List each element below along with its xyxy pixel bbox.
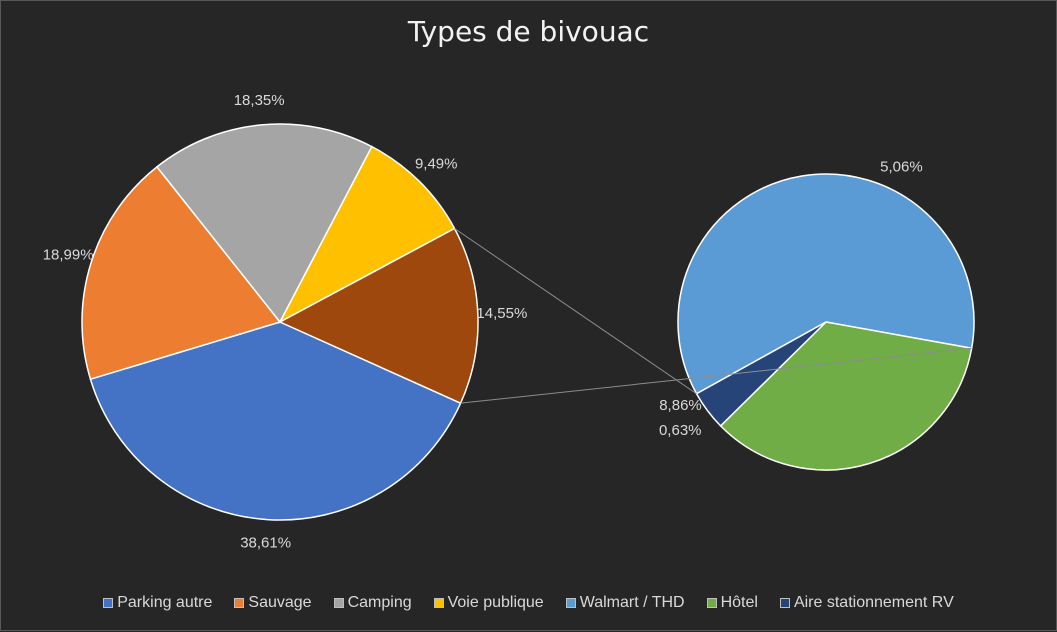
legend-label-walmart-thd: Walmart / THD	[579, 594, 685, 611]
slice-hotel	[719, 321, 973, 471]
slice-parking-autre	[89, 321, 462, 521]
slice-walmart-thd	[677, 173, 975, 395]
data-label-sauvage: 18,99%	[43, 247, 94, 264]
legend-label-sauvage: Sauvage	[248, 594, 312, 611]
legend-item-sauvage: Sauvage	[234, 594, 312, 612]
data-label-voie-publique: 9,49%	[415, 155, 458, 172]
legend-label-parking-autre: Parking autre	[117, 594, 213, 611]
slice-sauvage	[81, 165, 282, 381]
legend-item-hotel: Hôtel	[706, 594, 758, 612]
connector-line-bottom	[454, 228, 697, 395]
connector-line-top	[460, 347, 972, 404]
data-label-aire-stationnement-rv: 0,63%	[659, 422, 702, 439]
legend-swatch-voie-publique	[433, 598, 444, 608]
legend-swatch-parking-autre	[103, 598, 114, 608]
legend-label-hotel: Hôtel	[720, 594, 758, 611]
slice-voie-publique	[278, 145, 456, 324]
legend-swatch-aire-stationnement-rv	[779, 598, 790, 608]
chart-title: Types de bivouac	[407, 15, 650, 48]
slice-camping	[155, 123, 373, 324]
legend-label-camping: Camping	[347, 594, 412, 611]
legend-swatch-walmart-thd	[565, 598, 576, 608]
legend: Parking autre Sauvage Camping Voie publique…	[1, 594, 1056, 612]
legend-item-walmart-thd: Walmart / THD	[565, 594, 685, 612]
data-label-other: 14,55%	[476, 305, 527, 322]
legend-item-aire-stationnement-rv: Aire stationnement RV	[779, 594, 954, 612]
slice-other	[278, 227, 479, 405]
data-label-walmart-thd: 8,86%	[659, 397, 702, 414]
data-label-hotel: 5,06%	[880, 158, 923, 175]
legend-label-voie-publique: Voie publique	[447, 594, 544, 611]
legend-swatch-sauvage	[234, 598, 245, 608]
legend-swatch-camping	[333, 598, 344, 608]
data-label-parking-autre: 38,61%	[240, 535, 291, 552]
slice-aire-stationnement-rv	[695, 321, 827, 427]
data-label-camping: 18,35%	[234, 92, 285, 109]
legend-swatch-hotel	[706, 598, 717, 608]
legend-item-camping: Camping	[333, 594, 412, 612]
legend-label-aire-stationnement-rv: Aire stationnement RV	[793, 594, 954, 611]
legend-item-voie-publique: Voie publique	[433, 594, 544, 612]
legend-item-parking-autre: Parking autre	[103, 594, 212, 612]
